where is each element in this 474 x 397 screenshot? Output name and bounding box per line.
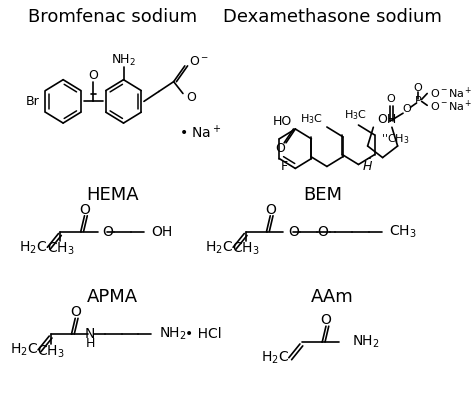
Text: • Na$^+$: • Na$^+$ (179, 124, 222, 142)
Text: H$_2$C: H$_2$C (261, 349, 289, 366)
Text: Dexamethasone sodium: Dexamethasone sodium (223, 8, 442, 25)
Text: O$^-$: O$^-$ (189, 56, 209, 68)
Text: ''CH$_3$: ''CH$_3$ (381, 132, 410, 146)
Text: O: O (187, 91, 197, 104)
Text: CH$_3$: CH$_3$ (46, 241, 74, 258)
Text: H$_2$C: H$_2$C (19, 239, 47, 256)
Text: O: O (317, 225, 328, 239)
Text: H$_3$C: H$_3$C (300, 112, 323, 126)
Text: O: O (265, 203, 276, 217)
Text: O: O (288, 225, 299, 239)
Text: H: H (85, 337, 95, 351)
Text: CH$_3$: CH$_3$ (37, 344, 65, 360)
Text: P: P (415, 96, 421, 106)
Text: CH$_3$: CH$_3$ (232, 241, 260, 258)
Text: APMA: APMA (87, 287, 138, 306)
Text: Br: Br (26, 95, 40, 108)
Text: AAm: AAm (311, 287, 354, 306)
Text: NH$_2$: NH$_2$ (159, 326, 186, 342)
Text: H$_2$C: H$_2$C (10, 342, 38, 358)
Text: O: O (88, 69, 98, 82)
Text: O: O (387, 94, 395, 104)
Text: O: O (413, 83, 422, 93)
Text: F: F (281, 160, 288, 173)
Text: O: O (275, 142, 285, 155)
Text: $\bar{H}$: $\bar{H}$ (362, 159, 374, 174)
Text: NH$_2$: NH$_2$ (352, 334, 380, 350)
Text: OH: OH (151, 225, 173, 239)
Text: NH$_2$: NH$_2$ (111, 52, 136, 67)
Text: Bromfenac sodium: Bromfenac sodium (28, 8, 197, 25)
Text: CH$_3$: CH$_3$ (389, 224, 417, 240)
Text: N: N (85, 327, 95, 341)
Text: O: O (70, 305, 81, 319)
Text: O: O (402, 104, 411, 114)
Text: H$_3$C: H$_3$C (344, 108, 366, 122)
Text: HEMA: HEMA (86, 186, 139, 204)
Text: • HCl: • HCl (185, 327, 221, 341)
Text: BEM: BEM (304, 186, 343, 204)
Text: Na$^+$: Na$^+$ (447, 86, 472, 101)
Text: H$_2$C: H$_2$C (205, 239, 233, 256)
Text: O: O (79, 203, 90, 217)
Text: O: O (320, 313, 331, 327)
Text: OH: OH (377, 113, 396, 125)
Text: O: O (102, 225, 113, 239)
Text: O$^-$: O$^-$ (430, 87, 448, 100)
Text: O$^-$: O$^-$ (430, 100, 448, 112)
Text: Na$^+$: Na$^+$ (447, 99, 472, 114)
Text: HO: HO (273, 115, 292, 127)
